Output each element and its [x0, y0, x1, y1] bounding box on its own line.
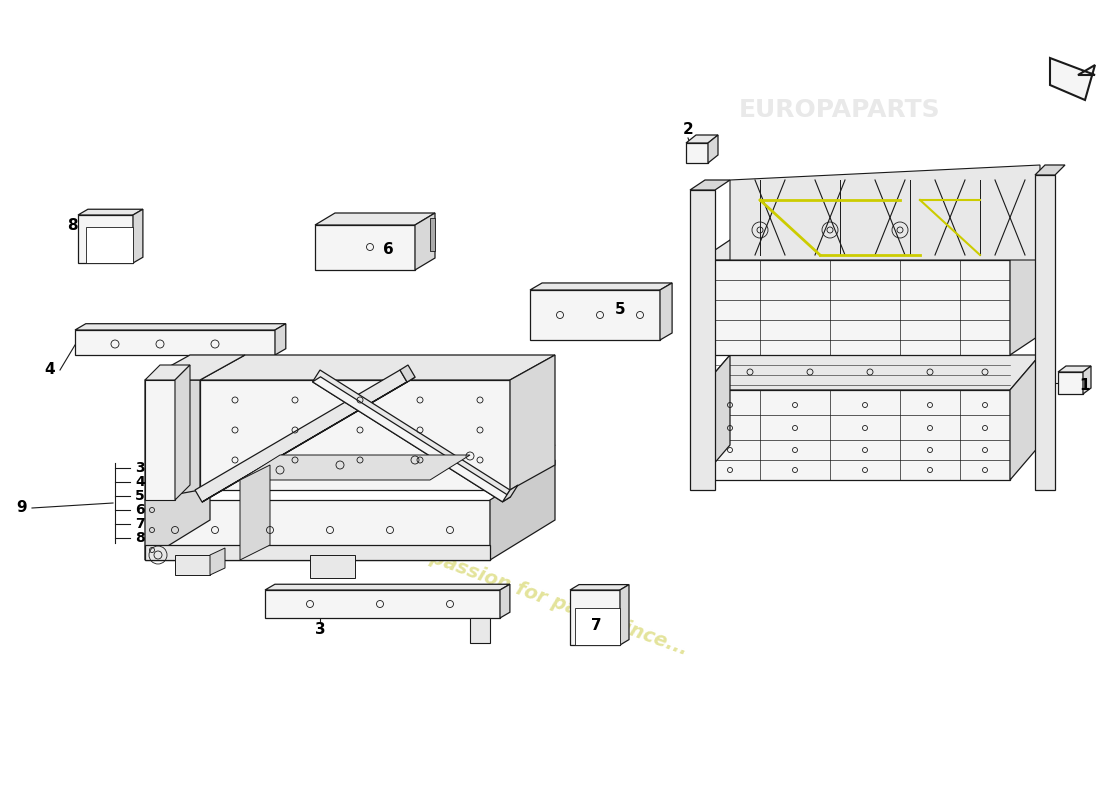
Polygon shape — [78, 210, 143, 215]
Polygon shape — [510, 355, 556, 490]
Polygon shape — [265, 590, 500, 618]
Text: 8: 8 — [135, 531, 145, 545]
Text: 5: 5 — [135, 489, 145, 503]
Polygon shape — [430, 218, 434, 251]
Text: 5: 5 — [615, 302, 625, 318]
Polygon shape — [86, 227, 133, 263]
Polygon shape — [700, 240, 1040, 260]
Polygon shape — [1035, 175, 1055, 490]
Polygon shape — [265, 584, 510, 590]
Polygon shape — [75, 324, 286, 330]
Polygon shape — [700, 355, 1040, 390]
Polygon shape — [240, 455, 470, 480]
Polygon shape — [470, 618, 490, 643]
Text: 7: 7 — [591, 618, 602, 633]
Polygon shape — [200, 448, 550, 475]
Polygon shape — [575, 608, 620, 645]
Polygon shape — [145, 380, 175, 500]
Text: a passion for parts since...: a passion for parts since... — [409, 541, 691, 659]
Polygon shape — [240, 465, 270, 560]
Polygon shape — [145, 380, 200, 500]
Text: 3: 3 — [135, 461, 145, 475]
Polygon shape — [75, 330, 275, 355]
Polygon shape — [175, 365, 190, 500]
Text: EUROPAPARTS: EUROPAPARTS — [739, 98, 940, 122]
Polygon shape — [195, 370, 407, 502]
Text: 4: 4 — [45, 362, 55, 378]
Polygon shape — [530, 283, 672, 290]
Polygon shape — [503, 485, 518, 502]
Polygon shape — [315, 225, 415, 270]
Polygon shape — [200, 380, 510, 490]
Text: 7: 7 — [135, 517, 145, 531]
Polygon shape — [570, 590, 620, 645]
Text: 6: 6 — [383, 242, 394, 258]
Polygon shape — [1010, 240, 1040, 355]
Text: 8: 8 — [67, 218, 77, 233]
Text: 2: 2 — [683, 122, 693, 138]
Polygon shape — [175, 555, 210, 575]
Polygon shape — [730, 165, 1040, 260]
Polygon shape — [145, 355, 245, 380]
Polygon shape — [660, 283, 672, 340]
Polygon shape — [1058, 366, 1091, 372]
Polygon shape — [415, 213, 434, 270]
Polygon shape — [620, 585, 629, 645]
Polygon shape — [145, 365, 190, 380]
Polygon shape — [1050, 58, 1094, 100]
Polygon shape — [700, 390, 1010, 480]
Polygon shape — [700, 260, 1010, 355]
Polygon shape — [490, 460, 556, 560]
Text: 3: 3 — [315, 622, 326, 638]
Polygon shape — [200, 445, 556, 490]
Polygon shape — [686, 143, 708, 163]
Polygon shape — [200, 355, 556, 380]
Polygon shape — [686, 135, 718, 143]
Polygon shape — [275, 324, 286, 355]
Polygon shape — [530, 290, 660, 340]
Polygon shape — [570, 585, 629, 590]
Text: 9: 9 — [16, 501, 28, 515]
Polygon shape — [1058, 372, 1084, 394]
Polygon shape — [700, 355, 730, 480]
Text: 6: 6 — [135, 503, 145, 517]
Polygon shape — [1084, 366, 1091, 394]
Polygon shape — [200, 451, 544, 488]
Polygon shape — [708, 135, 718, 163]
Polygon shape — [690, 180, 730, 190]
Polygon shape — [315, 213, 434, 225]
Polygon shape — [312, 377, 510, 502]
Polygon shape — [312, 370, 510, 502]
Text: 1: 1 — [1080, 378, 1090, 394]
Polygon shape — [133, 210, 143, 263]
Polygon shape — [500, 584, 510, 618]
Polygon shape — [200, 445, 556, 462]
Polygon shape — [145, 460, 210, 560]
Text: 4: 4 — [135, 475, 145, 489]
Polygon shape — [78, 215, 133, 263]
Polygon shape — [145, 545, 490, 560]
Polygon shape — [1010, 355, 1040, 480]
Polygon shape — [145, 500, 490, 560]
Polygon shape — [690, 190, 715, 490]
Polygon shape — [210, 548, 225, 575]
Polygon shape — [202, 377, 415, 502]
Polygon shape — [1035, 165, 1065, 175]
Polygon shape — [310, 555, 355, 578]
Polygon shape — [400, 365, 415, 382]
